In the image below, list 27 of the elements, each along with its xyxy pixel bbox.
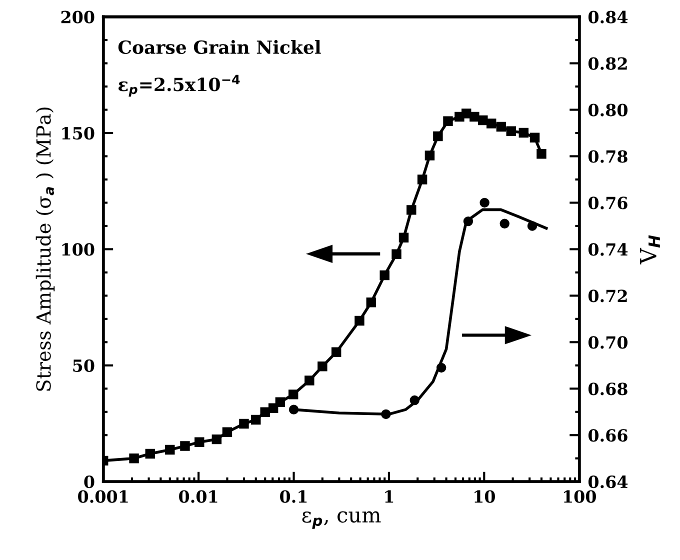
y2-axis-title: V$_{H}$ bbox=[640, 235, 660, 264]
y-tick-label: 100 bbox=[62, 243, 94, 256]
y-tick-label: 200 bbox=[61, 10, 94, 24]
x-tick-label: 0.1 bbox=[280, 490, 307, 503]
x-tick-label: 0.001 bbox=[78, 490, 128, 503]
x-tick-label: 1 bbox=[385, 490, 394, 503]
y2-tick-label: 0.74 bbox=[588, 243, 628, 256]
annotation: ε$_{p}$=2.5x10$^{−4}$ bbox=[118, 74, 240, 97]
annotation: Coarse Grain Nickel bbox=[118, 40, 321, 54]
y2-tick-label: 0.68 bbox=[588, 382, 628, 396]
x-tick-label: 10 bbox=[474, 490, 495, 503]
y2-tick-label: 0.70 bbox=[588, 336, 628, 349]
y2-tick-label: 0.64 bbox=[588, 476, 628, 488]
x-tick-label: 100 bbox=[564, 490, 596, 503]
x-axis-title: ε$_{p}$, cum bbox=[302, 511, 381, 529]
y-tick-label: 50 bbox=[73, 359, 94, 372]
y2-tick-label: 0.66 bbox=[588, 429, 628, 442]
x-tick-label: 0.01 bbox=[179, 490, 218, 503]
y-tick-label: 0 bbox=[84, 476, 94, 488]
y2-tick-label: 0.76 bbox=[588, 196, 628, 210]
y-axis-title: Stress Amplitude (σ$_{a}$ ) (MPa) bbox=[36, 108, 55, 391]
y2-tick-label: 0.82 bbox=[588, 57, 627, 70]
y2-tick-label: 0.80 bbox=[588, 104, 628, 116]
y2-tick-label: 0.84 bbox=[588, 10, 628, 24]
y-tick-label: 150 bbox=[62, 126, 94, 140]
y2-tick-label: 0.78 bbox=[588, 150, 628, 163]
y2-tick-label: 0.72 bbox=[588, 290, 627, 302]
